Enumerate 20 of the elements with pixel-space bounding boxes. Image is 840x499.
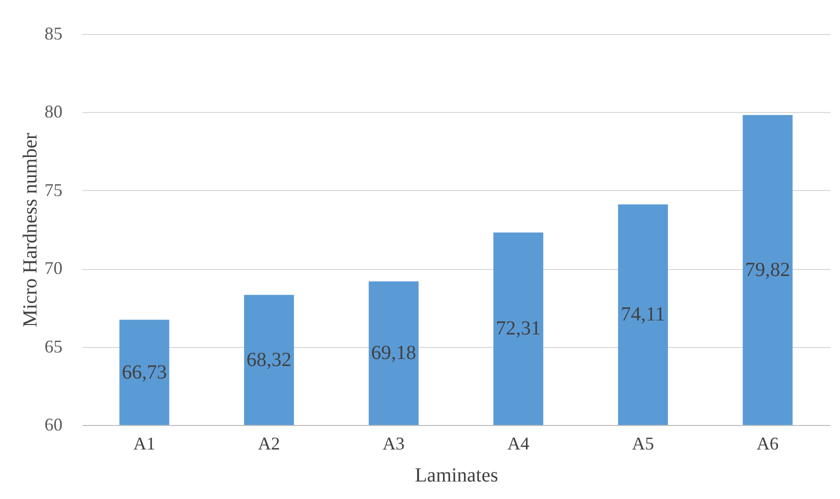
x-tick-label: A3	[382, 434, 405, 454]
text: 66,73	[122, 361, 167, 384]
y-tick-label: 70	[44, 258, 62, 278]
text: 79,82	[745, 259, 790, 282]
text: 72,31	[496, 318, 541, 340]
x-tick-label: A5	[632, 434, 654, 454]
text: 74,11	[620, 304, 666, 326]
y-tick-label: 80	[44, 102, 62, 122]
x-tick-label: A2	[258, 434, 280, 454]
y-tick-label: 75	[44, 180, 62, 200]
x-axis-title: Laminates	[414, 464, 498, 486]
text: 68,32	[246, 348, 292, 371]
y-axis-title: Micro Hardness number	[20, 132, 42, 328]
x-tick-label: A6	[756, 434, 779, 454]
y-tick-label: 60	[44, 414, 62, 434]
y-tick-label: 85	[44, 24, 62, 44]
y-tick-label: 65	[44, 336, 62, 356]
text: 69,18	[371, 342, 416, 364]
x-tick-label: A1	[133, 434, 156, 454]
x-tick-label: A4	[507, 434, 530, 454]
